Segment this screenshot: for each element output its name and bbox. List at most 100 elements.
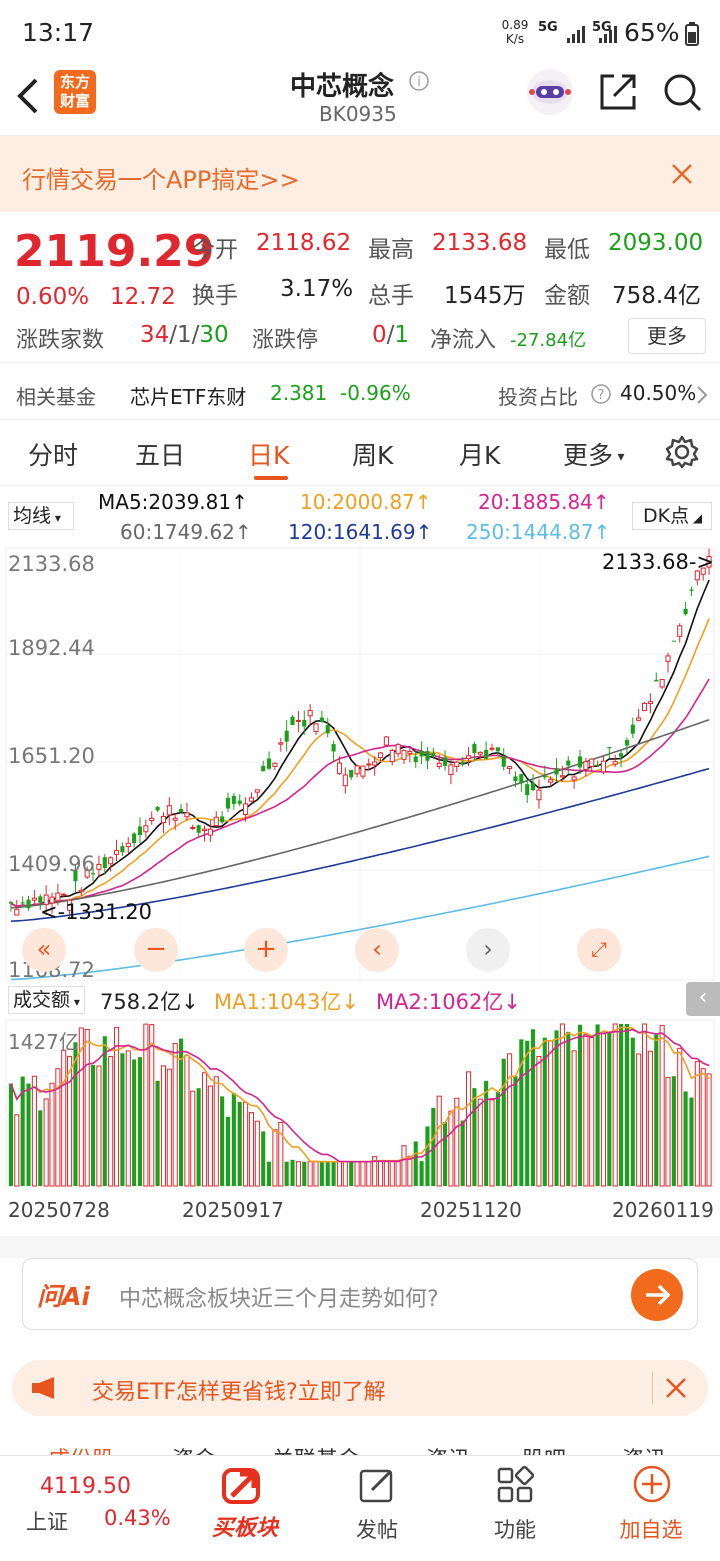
candle	[665, 652, 671, 673]
volume-bar	[659, 1024, 665, 1187]
volume-bar	[26, 1083, 31, 1186]
index-name: 上证	[26, 1510, 68, 1534]
share-icon[interactable]	[598, 72, 638, 112]
etf-text[interactable]: 交易ETF怎样更省钱?立即了解	[92, 1380, 386, 1405]
candle	[73, 864, 78, 892]
candle	[220, 811, 225, 825]
volume-bar	[113, 1027, 120, 1187]
netflow-label: 净流入	[430, 328, 497, 353]
related-fund-row[interactable]: 相关基金 芯片ETF东财 2.381 -0.96% 投资占比 ? 40.50%	[0, 362, 720, 420]
ai-send-button[interactable]	[631, 1269, 683, 1321]
buy-board-button[interactable]: 买板块	[190, 1456, 300, 1561]
candle	[179, 804, 184, 814]
fund-percent: -0.96%	[340, 381, 411, 405]
volume-bar	[149, 1024, 155, 1187]
fund-name[interactable]: 芯片ETF东财	[130, 385, 247, 409]
candle	[519, 773, 524, 793]
back-icon[interactable]	[14, 76, 44, 116]
tab-intraday[interactable]: 分时	[28, 441, 79, 470]
info-icon[interactable]: i	[408, 70, 430, 92]
settings-gear-icon[interactable]	[664, 434, 700, 470]
post-button[interactable]: 发帖	[322, 1456, 432, 1561]
volume-bar	[624, 1024, 629, 1186]
tab-five-day[interactable]: 五日	[135, 441, 186, 470]
volume-bar	[278, 1122, 284, 1187]
fullscreen-button[interactable]: ⤢	[577, 928, 621, 972]
search-icon[interactable]	[662, 72, 704, 114]
app-logo[interactable]: 东方 财富	[54, 70, 96, 114]
tab-more[interactable]: 更多 ▾	[563, 441, 625, 470]
volume-bar	[454, 1097, 460, 1187]
close-icon[interactable]	[664, 1376, 688, 1400]
pan-left-button[interactable]: ‹	[355, 928, 399, 972]
candle	[465, 747, 472, 767]
ma-selector[interactable]: 均线 ▾	[8, 502, 74, 530]
volume-bar	[542, 1037, 547, 1186]
zoom-in-button[interactable]: +	[244, 928, 288, 972]
index-value: 4119.50	[40, 1474, 131, 1499]
candle	[166, 797, 172, 826]
volume-bar	[465, 1071, 472, 1187]
candle	[290, 714, 295, 726]
board-code: BK0935	[319, 102, 397, 126]
fund-label: 相关基金	[16, 385, 96, 409]
etf-banner[interactable]: 交易ETF怎样更省钱?立即了解	[12, 1360, 708, 1416]
candle	[460, 757, 465, 767]
tab-monthly-k[interactable]: 月K	[459, 441, 501, 470]
candle	[624, 737, 629, 754]
volume-label: 总手	[368, 283, 414, 309]
more-button[interactable]: 更多	[628, 318, 706, 354]
volume-selector[interactable]: 成交额 ▾	[8, 986, 85, 1014]
ai-prompt[interactable]: 中芯概念板块近三个月走势如何?	[119, 1287, 439, 1312]
tab-daily-k[interactable]: 日K	[248, 441, 290, 470]
kline-chart[interactable]: 2133.68 1892.44 1651.20 1409.96 1168.72 …	[0, 546, 720, 1236]
ai-question-bar[interactable]: 问Ai 中芯概念板块近三个月走势如何?	[22, 1258, 698, 1330]
pan-right-button[interactable]: ›	[466, 928, 510, 972]
volume-bar	[61, 1049, 67, 1187]
add-watchlist-button[interactable]: 加自选	[596, 1456, 706, 1561]
candle	[454, 760, 460, 773]
volume-bar	[213, 1076, 219, 1187]
network-type-1: 5G	[538, 20, 558, 35]
candle	[484, 741, 489, 760]
promo-banner[interactable]: 行情交易一个APP搞定>>	[0, 136, 720, 212]
volume-bar	[55, 1068, 61, 1187]
volume-bar	[531, 1029, 536, 1186]
volume-bar	[694, 1061, 700, 1187]
candle	[231, 793, 236, 810]
volume-bar	[325, 1161, 330, 1186]
ma20-value: 20:1885.84↑	[478, 490, 610, 514]
volume-bar	[172, 1043, 178, 1187]
kline-svg[interactable]	[0, 546, 720, 1236]
volume-bar	[477, 1098, 483, 1187]
dk-point-button[interactable]: DK点 ◢	[632, 502, 712, 530]
function-button[interactable]: 功能	[460, 1456, 570, 1561]
collapse-panel-button[interactable]: ‹	[686, 982, 720, 1016]
robot-avatar-icon[interactable]	[526, 68, 574, 116]
candle	[78, 887, 84, 896]
zoom-out-button[interactable]: −	[134, 928, 178, 972]
volume-bar	[125, 1050, 131, 1187]
low-label: 最低	[544, 237, 590, 263]
close-icon[interactable]	[670, 162, 694, 186]
candle	[108, 856, 114, 872]
candle	[302, 710, 307, 735]
ma20-line	[10, 678, 710, 908]
candle	[278, 738, 284, 752]
pan-start-button[interactable]: «	[22, 928, 66, 972]
chevron-right-icon[interactable]	[696, 385, 708, 405]
ratio-label: 投资占比	[498, 385, 578, 409]
arrow-right-icon	[646, 1284, 671, 1306]
battery-percent: 65%	[624, 18, 680, 47]
candle	[313, 723, 319, 736]
promo-text[interactable]: 行情交易一个APP搞定>>	[22, 166, 300, 194]
candle	[248, 792, 255, 803]
y-label-3: 1651.20	[8, 744, 95, 768]
tab-weekly-k[interactable]: 周K	[352, 441, 394, 470]
index-ticker[interactable]: 4119.50 上证 0.43%	[0, 1456, 180, 1561]
help-icon[interactable]: ?	[590, 383, 612, 405]
candle	[267, 751, 272, 770]
candle	[401, 749, 407, 764]
volume-bar	[254, 1120, 260, 1187]
volume-bar	[179, 1038, 184, 1186]
